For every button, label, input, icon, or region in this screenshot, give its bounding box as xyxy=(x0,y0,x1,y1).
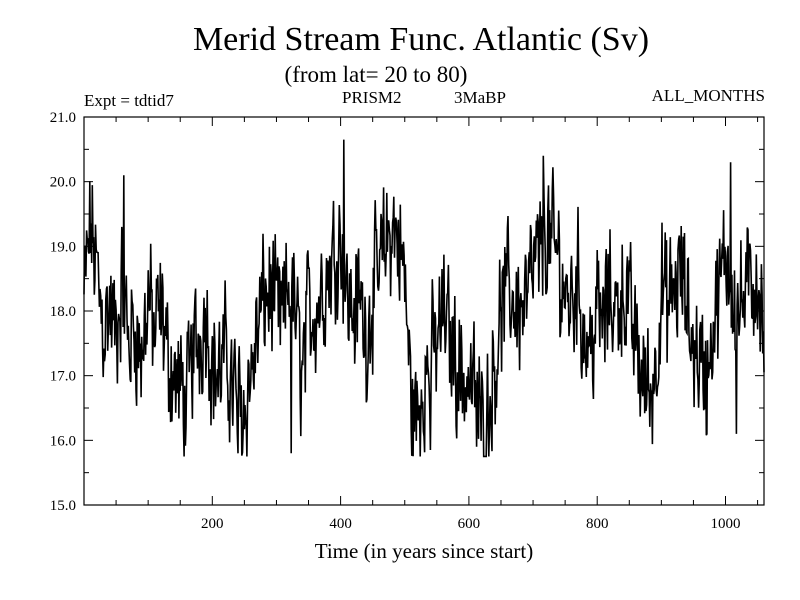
x-axis-tick-labels: 200 400 600 800 1000 xyxy=(201,516,740,532)
y-axis-tick-labels: 15.0 16.0 17.0 18.0 19.0 20.0 21.0 xyxy=(50,110,76,514)
annotation-period: 3MaBP xyxy=(454,88,506,107)
x-tick-label: 1000 xyxy=(711,516,741,532)
x-tick-label: 800 xyxy=(586,516,609,532)
y-tick-label: 21.0 xyxy=(50,110,76,126)
chart-subtitle: (from lat= 20 to 80) xyxy=(285,62,468,87)
y-tick-label: 16.0 xyxy=(50,433,76,449)
x-tick-label: 600 xyxy=(458,516,481,532)
annotation-prism: PRISM2 xyxy=(342,88,402,107)
y-tick-label: 19.0 xyxy=(50,239,76,255)
y-tick-label: 20.0 xyxy=(50,175,76,191)
x-tick-label: 200 xyxy=(201,516,224,532)
annotation-months: ALL_MONTHS xyxy=(652,86,765,105)
x-tick-label: 400 xyxy=(329,516,352,532)
series-line xyxy=(83,139,765,458)
x-axis-ticks xyxy=(115,117,759,505)
plot-frame xyxy=(83,116,765,506)
x-axis-label: Time (in years since start) xyxy=(315,539,534,563)
chart-title: Merid Stream Func. Atlantic (Sv) xyxy=(193,21,649,58)
y-tick-label: 15.0 xyxy=(50,498,76,514)
y-tick-label: 17.0 xyxy=(50,369,76,385)
y-tick-label: 18.0 xyxy=(50,304,76,320)
annotation-experiment: Expt = tdtid7 xyxy=(84,91,174,110)
